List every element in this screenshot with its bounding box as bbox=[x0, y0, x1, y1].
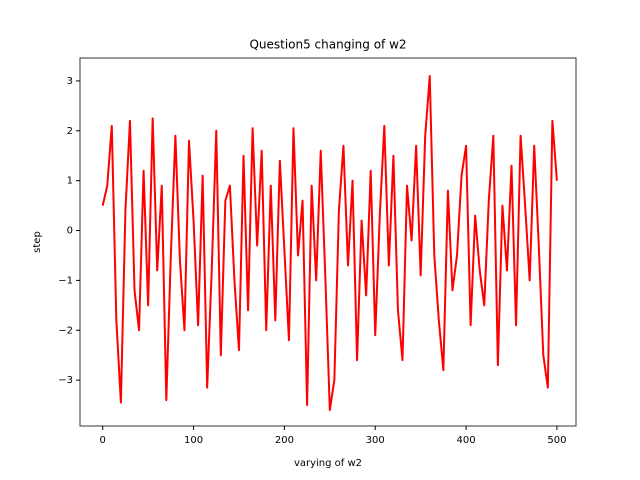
x-tick-label: 0 bbox=[100, 435, 106, 446]
y-tick-label: 1 bbox=[67, 176, 73, 187]
plot-frame bbox=[79, 57, 577, 427]
y-axis-label: step bbox=[32, 231, 43, 253]
chart-title: Question5 changing of w2 bbox=[249, 38, 406, 52]
y-tick-label: −1 bbox=[58, 275, 73, 286]
y-tick-label: 2 bbox=[67, 126, 73, 137]
y-tick-label: 0 bbox=[67, 226, 73, 237]
x-tick-label: 500 bbox=[547, 435, 566, 446]
x-tick-label: 300 bbox=[366, 435, 385, 446]
y-tick-label: 3 bbox=[67, 76, 73, 87]
y-tick-label: −3 bbox=[58, 375, 73, 386]
y-tick-label: −2 bbox=[58, 325, 73, 336]
x-tick-label: 400 bbox=[457, 435, 476, 446]
x-tick-label: 200 bbox=[275, 435, 294, 446]
x-axis-label: varying of w2 bbox=[294, 458, 362, 469]
x-tick-label: 100 bbox=[184, 435, 203, 446]
data-line bbox=[101, 74, 558, 412]
